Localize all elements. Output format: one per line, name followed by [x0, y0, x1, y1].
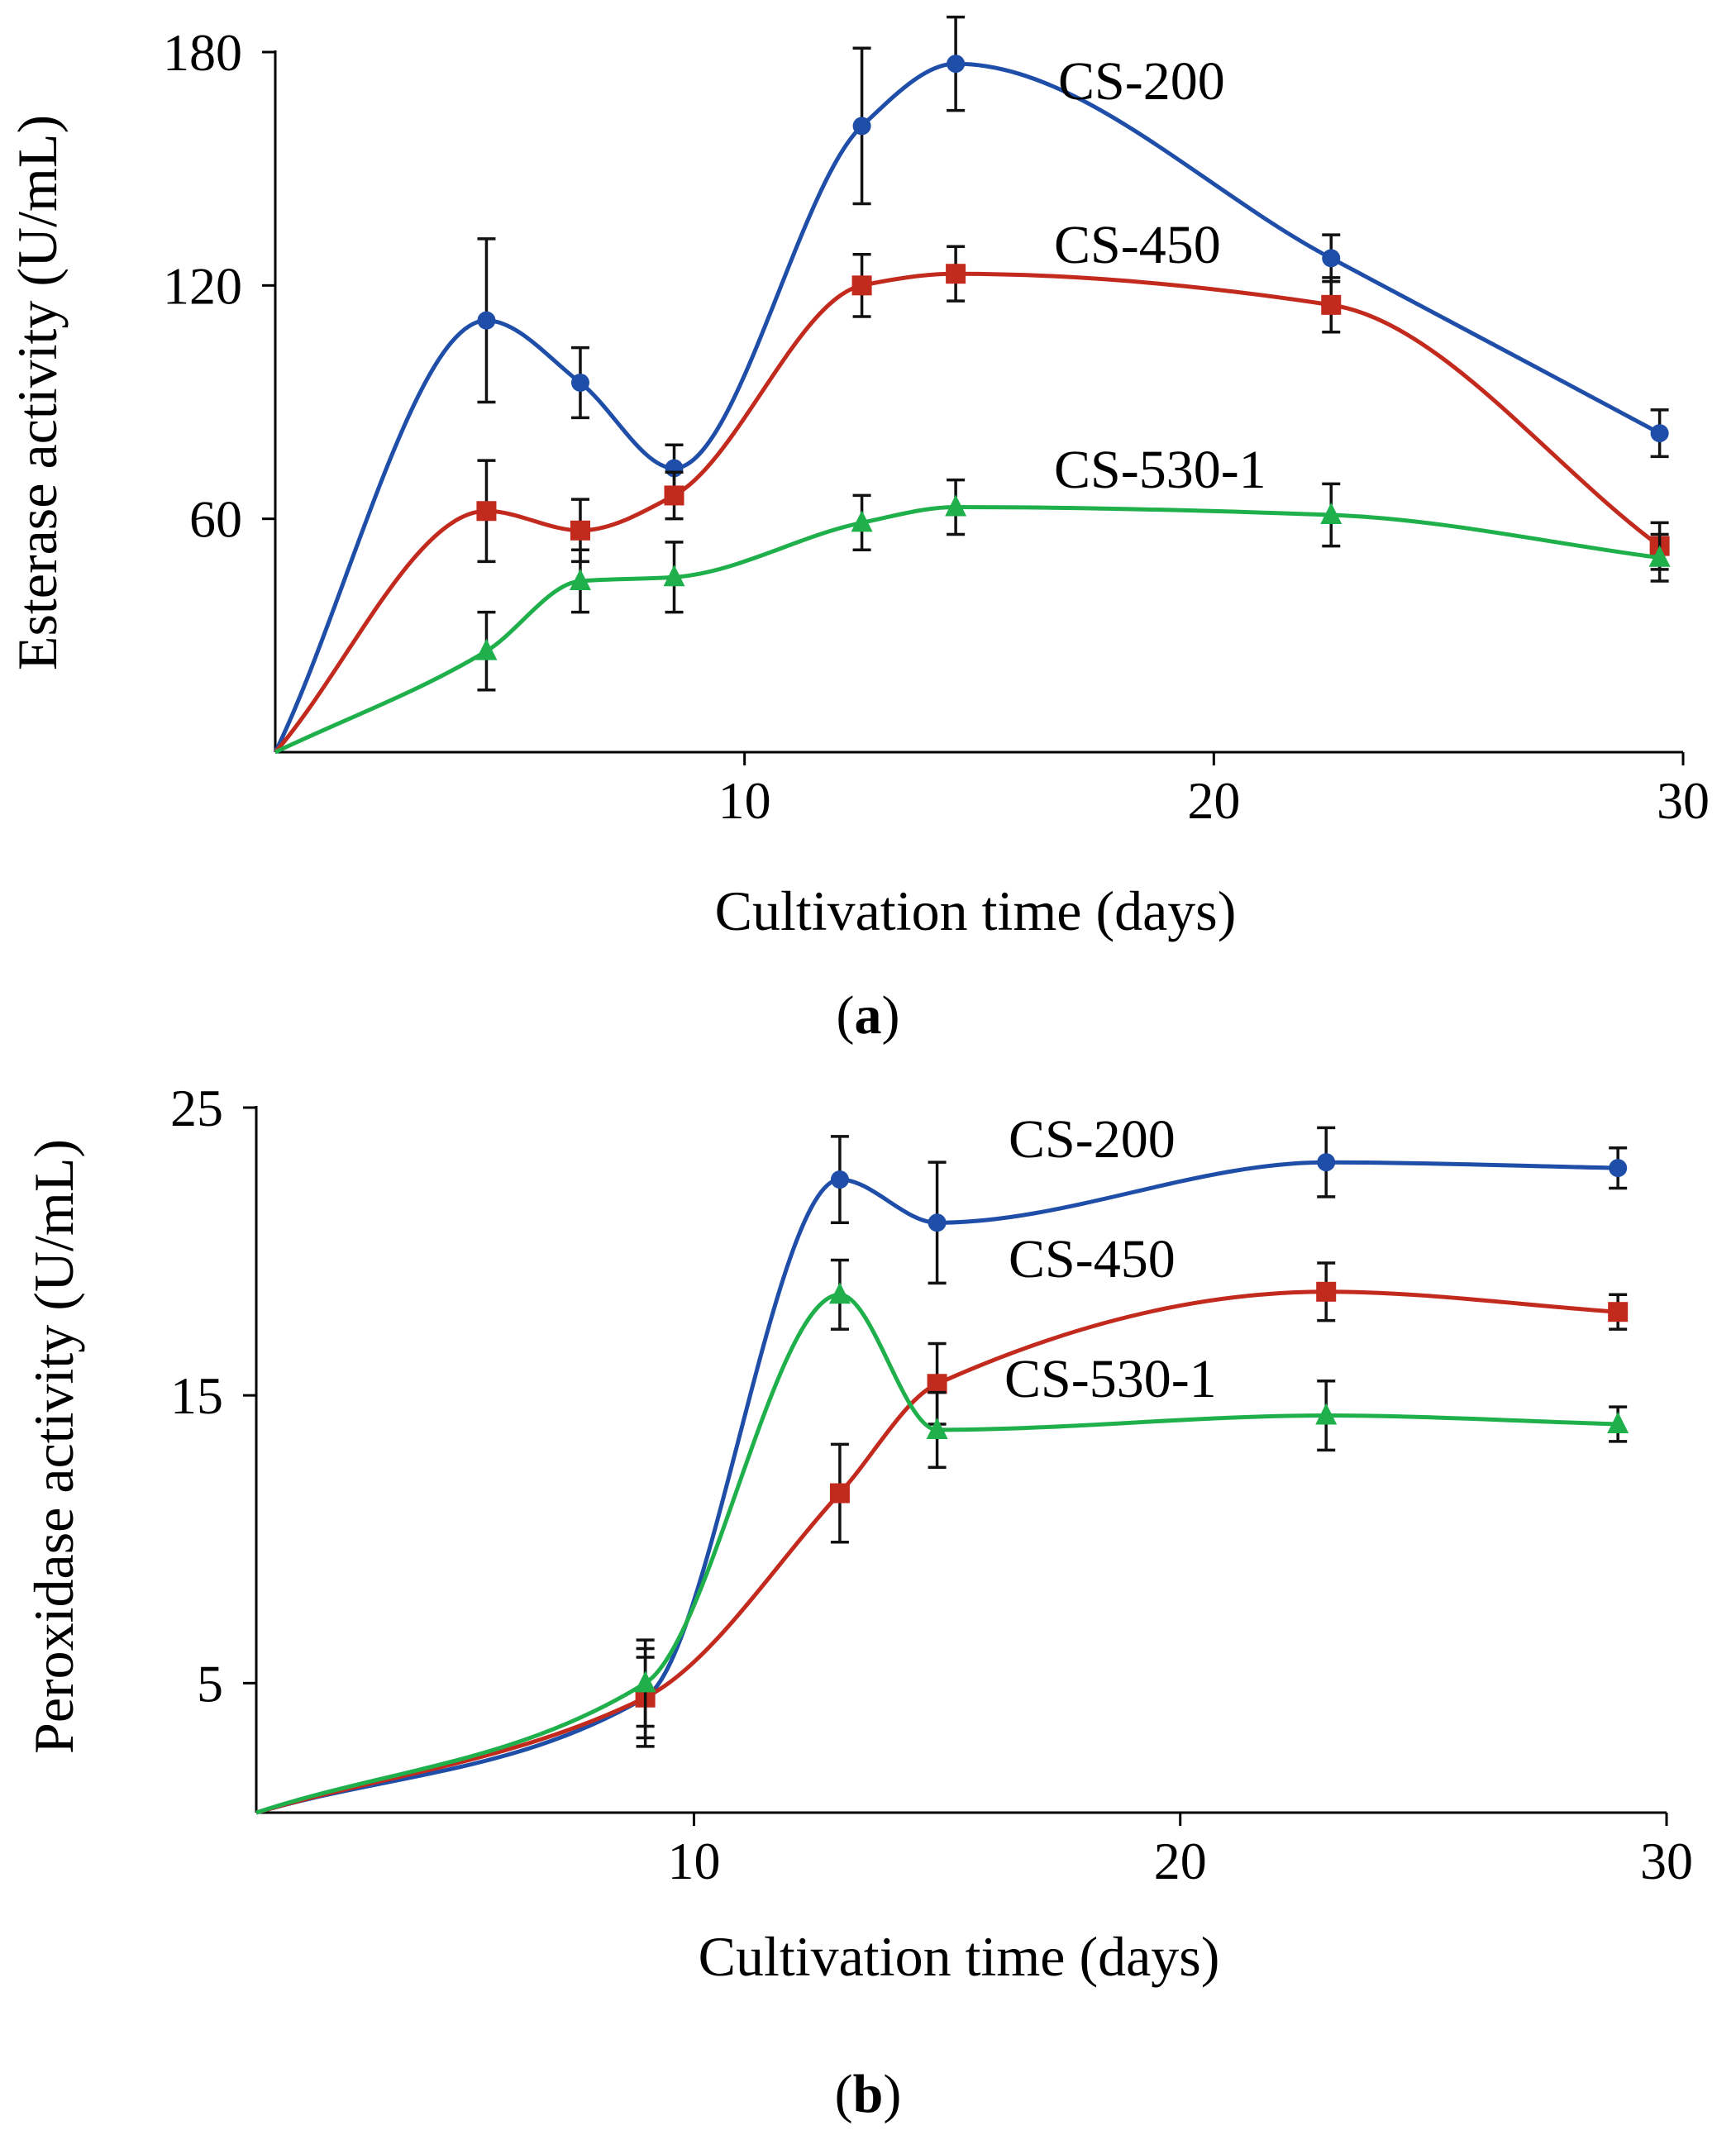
data-point-cs-450-a	[570, 520, 590, 541]
data-point-cs-200-a	[477, 311, 496, 330]
data-point-cs-530-1-b	[828, 1282, 851, 1304]
data-point-cs-450-a	[664, 485, 684, 506]
data-point-cs-450-b	[927, 1374, 947, 1394]
x-tick-label-b: 10	[667, 1832, 720, 1890]
series-label-cs-200-b: CS-200	[1009, 1109, 1176, 1170]
x-tick-label-a: 20	[1187, 771, 1240, 830]
y-tick-label-b: 15	[170, 1366, 223, 1425]
data-point-cs-450-b	[1608, 1302, 1629, 1322]
series-label-cs-530-1-a: CS-530-1	[1054, 440, 1266, 500]
y-tick-label-a: 180	[163, 23, 242, 82]
series-line-cs-530-1-a	[274, 504, 1660, 755]
series-line-cs-200-b	[255, 1160, 1619, 1815]
data-point-cs-200-b	[928, 1213, 947, 1232]
data-point-cs-200-a	[852, 117, 871, 136]
data-point-cs-530-1-b	[1315, 1403, 1338, 1425]
series-label-cs-530-1-b: CS-530-1	[1004, 1349, 1217, 1409]
x-axis-title-b: Cultivation time (days)	[699, 1925, 1220, 1988]
series-label-cs-200-a: CS-200	[1058, 51, 1225, 112]
data-point-cs-450-a	[476, 501, 497, 522]
chart-a: 10 20 30 60 120 180 CS-200 CS-450 CS-530-1 Ester…	[6, 15, 1710, 1046]
y-axis-title-b: Peroxidase activity (U/mL)	[22, 1139, 85, 1754]
series-label-cs-450-b: CS-450	[1009, 1229, 1176, 1289]
panel-label-b: (b)	[835, 2064, 902, 2124]
chart-b: 10 20 30 5 15 25 CS-200 CS-450 CS-530-1 Peroxida…	[22, 1079, 1693, 2124]
y-tick-label-b: 5	[197, 1654, 223, 1713]
data-point-cs-200-a	[1650, 424, 1669, 443]
data-point-cs-200-a	[570, 373, 589, 392]
data-point-cs-450-b	[1316, 1281, 1337, 1302]
x-tick-label-b: 30	[1640, 1832, 1693, 1890]
data-point-cs-530-1-a	[663, 565, 685, 587]
data-point-cs-200-a	[1322, 249, 1341, 268]
series-line-cs-530-1-b	[255, 1292, 1619, 1815]
data-point-cs-530-1-a	[1320, 502, 1343, 524]
data-point-cs-200-a	[947, 55, 966, 74]
series-line-cs-450-b	[255, 1289, 1619, 1815]
data-point-cs-450-b	[829, 1483, 850, 1504]
x-tick-label-b: 20	[1154, 1832, 1207, 1890]
data-point-cs-530-1-b	[1607, 1411, 1629, 1433]
data-point-cs-530-1-b	[926, 1417, 948, 1439]
data-point-cs-200-b	[1609, 1159, 1628, 1178]
y-tick-label-a: 120	[163, 256, 242, 315]
data-point-cs-530-1-a	[569, 568, 591, 590]
data-point-cs-450-a	[851, 275, 872, 296]
data-point-cs-530-1-a	[1648, 545, 1671, 567]
data-point-cs-530-1-a	[851, 510, 873, 532]
y-tick-label-b: 25	[170, 1079, 223, 1137]
y-axis-title-a: Esterase activity (U/mL)	[6, 115, 69, 670]
data-point-cs-200-b	[1317, 1153, 1336, 1172]
series-label-cs-450-a: CS-450	[1054, 215, 1221, 275]
panel-label-a: (a)	[837, 985, 900, 1046]
data-point-cs-200-b	[830, 1170, 849, 1189]
data-point-cs-530-1-a	[945, 494, 967, 517]
data-point-cs-450-a	[1321, 294, 1342, 315]
data-point-cs-450-a	[946, 264, 966, 284]
x-tick-label-a: 30	[1657, 771, 1710, 830]
data-point-cs-530-1-a	[475, 638, 498, 660]
x-axis-title-a: Cultivation time (days)	[715, 879, 1237, 942]
y-tick-label-a: 60	[189, 490, 242, 549]
x-tick-label-a: 10	[718, 771, 771, 830]
data-point-cs-530-1-b	[634, 1670, 656, 1693]
